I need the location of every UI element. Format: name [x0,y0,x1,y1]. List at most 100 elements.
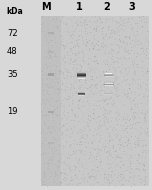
Point [95,29,97,32]
Point [86,183,89,186]
Point [107,153,109,156]
Point [132,179,135,182]
Point [100,137,102,140]
Point [119,16,122,19]
Point [95,66,97,70]
Point [77,157,79,160]
Point [128,180,130,183]
Point [49,178,51,181]
Point [89,103,91,106]
Point [146,88,148,91]
Point [94,107,96,110]
Point [51,86,54,89]
Point [126,133,128,136]
Point [105,19,108,22]
Point [46,131,49,134]
Point [59,150,61,154]
Point [131,127,134,130]
Point [91,54,94,57]
Point [111,36,113,39]
Point [47,102,50,105]
Point [90,90,92,93]
Point [79,102,81,105]
Point [146,103,149,106]
Point [118,75,120,78]
Point [40,103,43,106]
Point [58,160,60,163]
Point [73,66,76,69]
Point [58,75,61,78]
Point [116,52,118,55]
Point [144,182,147,185]
Point [77,44,79,48]
Point [142,132,145,135]
Point [64,68,67,71]
Point [81,149,83,152]
Point [81,50,83,53]
Point [62,147,65,150]
Point [131,37,134,40]
Point [72,61,74,64]
Point [66,151,69,154]
Point [116,163,119,166]
Point [97,102,100,105]
Point [144,118,146,121]
Point [120,160,122,163]
Point [116,165,119,168]
Point [67,17,70,20]
Point [66,45,68,48]
Point [106,128,109,131]
Point [67,124,69,127]
Point [134,71,136,74]
Point [105,70,107,73]
Point [116,176,119,179]
Point [129,87,131,90]
Point [43,172,45,175]
Point [75,173,77,176]
Point [112,146,114,149]
Point [144,176,146,179]
Point [88,117,90,120]
Point [112,61,115,64]
Point [137,23,139,26]
Point [98,117,100,120]
Point [122,183,124,186]
Point [48,73,51,76]
Point [135,165,138,168]
Point [45,71,47,74]
Point [130,154,132,157]
Point [107,26,110,29]
Point [51,159,54,162]
Point [126,38,129,41]
Point [51,147,54,150]
Point [57,90,60,93]
Point [64,110,67,113]
Point [105,21,107,24]
Point [125,110,128,113]
Point [41,117,44,120]
Point [116,93,118,97]
Point [78,45,80,48]
Point [44,113,46,116]
Point [57,92,60,95]
Point [117,22,119,25]
Point [107,118,110,121]
Point [147,48,149,51]
Point [52,138,55,141]
Point [42,179,44,182]
Point [136,112,139,115]
Point [72,180,74,184]
Point [105,20,108,23]
Point [124,159,126,162]
Point [99,126,101,129]
Point [136,48,139,51]
Point [127,141,129,144]
Point [116,135,119,138]
Point [62,157,64,160]
Point [75,54,77,57]
Point [129,83,132,86]
Point [117,36,119,39]
Point [137,63,140,66]
Point [104,107,107,110]
Point [113,49,115,52]
